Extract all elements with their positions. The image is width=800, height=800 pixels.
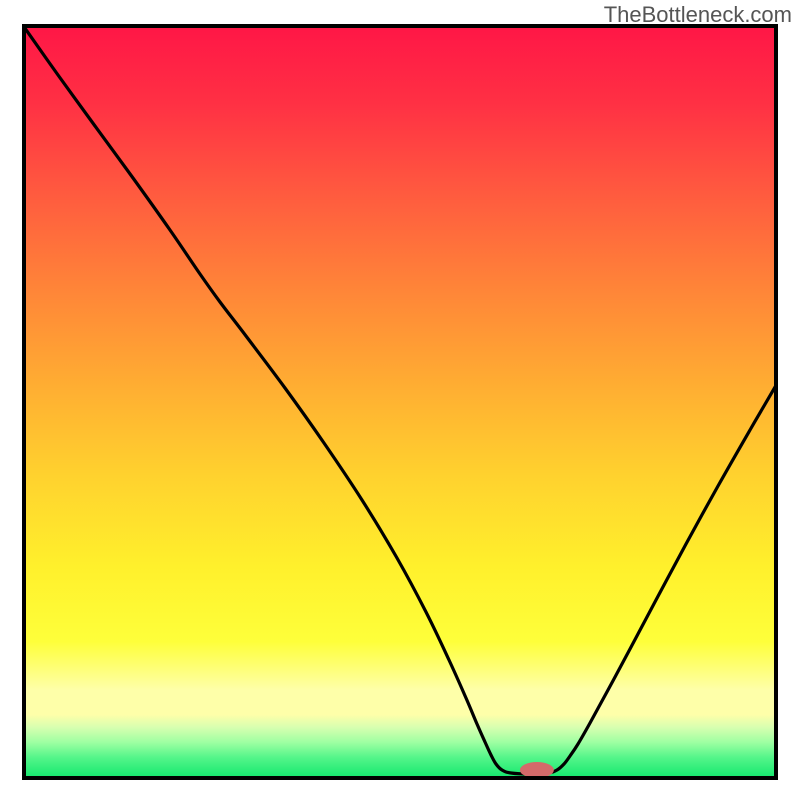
bottleneck-curve xyxy=(26,28,774,774)
optimal-point-marker xyxy=(520,762,554,776)
plot-area xyxy=(22,24,778,780)
curve-layer xyxy=(26,28,774,776)
watermark-text: TheBottleneck.com xyxy=(604,2,792,28)
chart-container: TheBottleneck.com xyxy=(0,0,800,800)
